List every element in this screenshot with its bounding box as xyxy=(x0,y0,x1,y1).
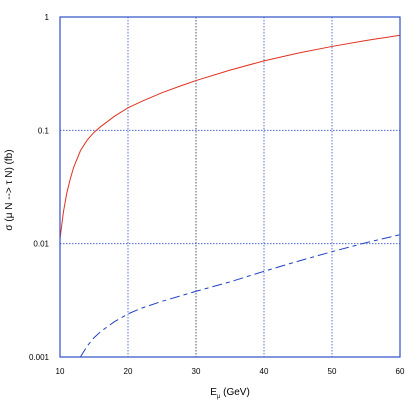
y-tick-label: 0.001 xyxy=(29,353,50,362)
x-axis-title-main: E xyxy=(210,387,217,398)
y-axis-title: σ (μ N --> τ N) (fb) xyxy=(4,149,15,230)
x-tick-label: 50 xyxy=(328,367,337,376)
dashed-blue-series-line xyxy=(79,234,401,358)
series-layer xyxy=(59,34,401,358)
y-tick-label: 0.01 xyxy=(33,240,49,249)
x-tick-label: 30 xyxy=(192,367,201,376)
x-tick-label: 60 xyxy=(396,367,405,376)
x-tick-label: 10 xyxy=(56,367,65,376)
y-tick-label: 0.1 xyxy=(38,126,50,135)
plot-frame xyxy=(59,16,401,358)
x-axis-title-unit: (GeV) xyxy=(220,387,249,398)
solid-red-series-line xyxy=(59,34,401,240)
tick-label-layer: 10 20 30 40 50 60 0.001 0.01 0.1 1 xyxy=(29,13,405,376)
x-axis-title-subscript: μ xyxy=(217,394,221,400)
x-axis-title: Eμ (GeV) xyxy=(210,387,250,400)
x-tick-label: 20 xyxy=(124,367,133,376)
y-tick-label: 1 xyxy=(45,13,50,22)
x-tick-label: 40 xyxy=(260,367,269,376)
grid-layer xyxy=(60,17,400,357)
